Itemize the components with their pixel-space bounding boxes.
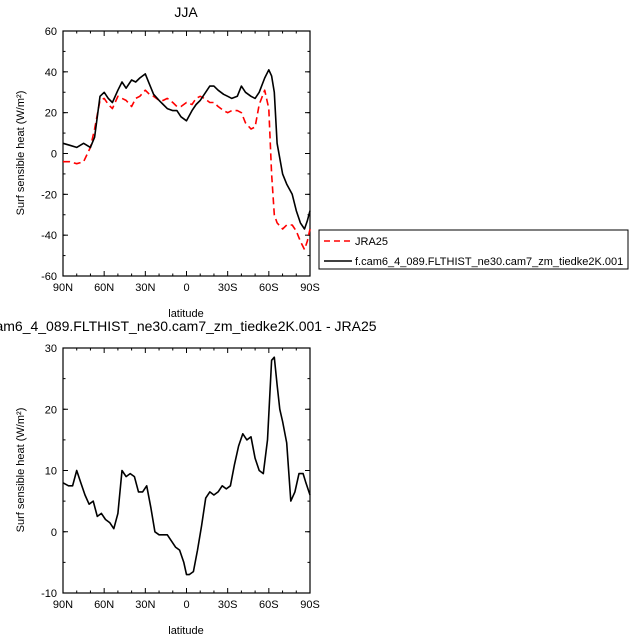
legend-box <box>318 229 629 270</box>
top-plot-frame <box>62 30 311 277</box>
series-line-difference <box>62 356 311 576</box>
series-line-model <box>62 69 311 230</box>
x-tick-label: 30N <box>135 282 155 294</box>
bottom-plot-frame <box>62 347 311 594</box>
y-tick-label: 0 <box>51 149 57 161</box>
y-tick-label: 20 <box>45 108 57 120</box>
series-line-jra25 <box>63 89 311 251</box>
y-tick-label: 60 <box>45 26 57 38</box>
top-chart-title: JJA <box>174 4 198 20</box>
legend-label-jra25: JRA25 <box>355 236 388 248</box>
x-tick-label: 0 <box>183 599 189 611</box>
bottom-x-axis-label: latitude <box>168 625 203 637</box>
x-tick-label: 90S <box>300 599 320 611</box>
top-series-lines <box>62 69 311 251</box>
top-axis-ticks: 90N 60N 30N 0 30S 60S 90S 60 40 20 0 -20 -40 -60 <box>41 26 320 294</box>
y-tick-label: 10 <box>45 466 57 478</box>
x-tick-label: 60N <box>94 599 114 611</box>
x-tick-label: 90N <box>53 599 73 611</box>
bottom-axis-ticks: 90N 60N 30N 0 30S 60S 90S 30 20 10 0 -10 <box>41 343 320 611</box>
y-tick-label: 30 <box>45 343 57 355</box>
legend-label-model: f.cam6_4_089.FLTHIST_ne30.cam7_zm_tiedke… <box>355 256 623 268</box>
x-tick-label: 90N <box>53 282 73 294</box>
y-tick-label: 0 <box>51 527 57 539</box>
y-tick-label: 20 <box>45 404 57 416</box>
x-tick-label: 90S <box>300 282 320 294</box>
bottom-chart-title: am6_4_089.FLTHIST_ne30.cam7_zm_tiedke2K.… <box>0 318 377 334</box>
legend: JRA25 f.cam6_4_089.FLTHIST_ne30.cam7_zm_… <box>318 229 629 270</box>
top-panel-jja: JJA 90N 60N 30N 0 30S 60S 90S6040200-20-40-60 … <box>15 4 629 320</box>
x-tick-label: 30N <box>135 599 155 611</box>
x-tick-label: 60S <box>259 282 279 294</box>
y-tick-label: 40 <box>45 67 57 79</box>
x-tick-label: 30S <box>218 282 238 294</box>
y-tick-label: -20 <box>41 189 57 201</box>
x-tick-label: 60S <box>259 599 279 611</box>
y-tick-label: -60 <box>41 271 57 283</box>
x-tick-label: 30S <box>218 599 238 611</box>
top-x-axis-label: latitude <box>168 308 203 320</box>
x-tick-label: 0 <box>183 282 189 294</box>
bottom-y-axis-label: Surf sensible heat (W/m²) <box>15 408 27 533</box>
bottom-panel-difference: am6_4_089.FLTHIST_ne30.cam7_zm_tiedke2K.… <box>0 318 377 637</box>
bottom-series-lines <box>62 356 311 576</box>
y-tick-label: -10 <box>41 588 57 600</box>
x-tick-label: 60N <box>94 282 114 294</box>
top-y-axis-label: Surf sensible heat (W/m²) <box>15 91 27 216</box>
y-tick-label: -40 <box>41 230 57 242</box>
